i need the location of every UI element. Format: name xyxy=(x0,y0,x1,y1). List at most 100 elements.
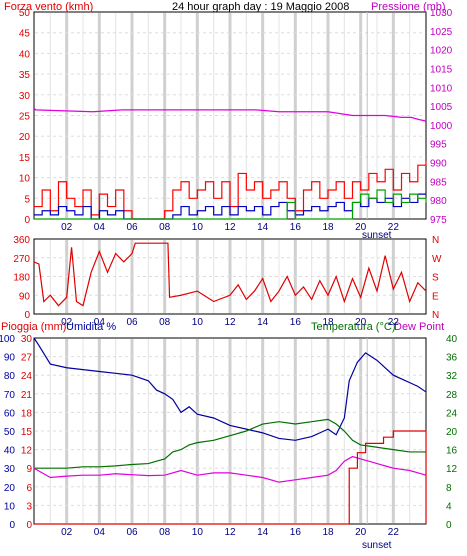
y-tick-wind-30: 30 xyxy=(19,91,31,102)
x-tick-p1-22: 22 xyxy=(388,222,400,233)
y-tick-wind-35: 35 xyxy=(19,70,31,81)
y-tick-compass-4: N xyxy=(432,235,439,246)
y-tick-pressure-975: 975 xyxy=(430,215,447,226)
series-p2-0 xyxy=(33,242,427,307)
y-tick-rain-0: 0 xyxy=(26,520,32,531)
y-tick-temp-4: 4 xyxy=(446,501,452,512)
x-tick-p3-18: 18 xyxy=(322,527,334,538)
humidity-axis-label: Umidita % xyxy=(66,321,116,333)
y-tick-rain-24: 24 xyxy=(21,371,33,382)
y-tick-rain-18: 18 xyxy=(21,408,33,419)
y-tick-pressure-1005: 1005 xyxy=(430,102,453,113)
x-tick-p2-12: 12 xyxy=(224,317,236,328)
x-tick-p2-16: 16 xyxy=(290,317,302,328)
x-tick-p2-10: 10 xyxy=(192,317,204,328)
x-tick-p1-18: 18 xyxy=(322,222,334,233)
y-tick-rain-21: 21 xyxy=(21,390,33,401)
y-tick-wind-15: 15 xyxy=(19,153,31,164)
y-tick-hum-70: 70 xyxy=(4,390,16,401)
x-tick-p1-20: 20 xyxy=(355,222,367,233)
y-tick-compass-0: N xyxy=(432,310,439,321)
y-tick-compass-3: W xyxy=(432,254,442,265)
series-p1-1 xyxy=(34,161,427,220)
y-tick-rain-15: 15 xyxy=(21,427,33,438)
series-p3-0 xyxy=(33,337,427,441)
y-tick-hum-10: 10 xyxy=(4,501,16,512)
y-tick-pressure-980: 980 xyxy=(430,196,447,207)
wind-axis-label: Forza vento (kmh) xyxy=(4,1,93,13)
x-tick-p1-10: 10 xyxy=(192,222,204,233)
series-p1-3 xyxy=(34,189,427,220)
y-tick-rain-6: 6 xyxy=(26,483,32,494)
temperature-axis-label: Temperatura (°C) xyxy=(311,321,395,333)
y-tick-pressure-1025: 1025 xyxy=(430,27,453,38)
y-tick-hum-40: 40 xyxy=(4,446,16,457)
y-tick-temp-0: 0 xyxy=(446,520,452,531)
y-tick-wind-50: 50 xyxy=(19,8,31,19)
x-tick-p1-16: 16 xyxy=(290,222,302,233)
x-tick-p2-18: 18 xyxy=(322,317,334,328)
x-tick-p2-06: 06 xyxy=(126,317,138,328)
y-tick-pressure-1015: 1015 xyxy=(430,64,453,75)
y-tick-hum-50: 50 xyxy=(4,427,16,438)
x-tick-p3-06: 06 xyxy=(126,527,138,538)
x-tick-p2-22: 22 xyxy=(388,317,400,328)
series-p3-3 xyxy=(34,430,427,525)
sunset-label-top: sunset xyxy=(362,230,392,241)
y-tick-dir-90: 90 xyxy=(19,291,31,302)
y-tick-pressure-1010: 1010 xyxy=(430,83,453,94)
y-tick-pressure-1000: 1000 xyxy=(430,121,453,132)
x-tick-p1-08: 08 xyxy=(159,222,171,233)
x-tick-p2-02: 02 xyxy=(61,317,73,328)
y-tick-pressure-990: 990 xyxy=(430,159,447,170)
x-tick-p2-14: 14 xyxy=(257,317,269,328)
x-tick-p2-08: 08 xyxy=(159,317,171,328)
y-tick-temp-32: 32 xyxy=(446,371,458,382)
rain-axis-label: Pioggia (mm) xyxy=(1,321,66,333)
series-p3-1 xyxy=(34,418,426,469)
x-tick-p3-04: 04 xyxy=(94,527,106,538)
x-tick-p3-20: 20 xyxy=(355,527,367,538)
y-tick-compass-1: E xyxy=(432,291,439,302)
x-tick-p2-20: 20 xyxy=(355,317,367,328)
pressure-axis-label: Pressione (mb) xyxy=(371,1,446,13)
y-tick-hum-0: 0 xyxy=(9,520,15,531)
tick-labels: 02 04 06 08 10 12 14 16 18 20 22051015202530354045… xyxy=(0,8,458,538)
y-tick-temp-28: 28 xyxy=(446,390,458,401)
x-tick-p3-08: 08 xyxy=(159,527,171,538)
y-tick-hum-20: 20 xyxy=(4,483,16,494)
y-tick-wind-5: 5 xyxy=(24,194,30,205)
y-tick-temp-36: 36 xyxy=(446,353,458,364)
data-series xyxy=(33,107,427,525)
y-tick-dir-180: 180 xyxy=(13,273,30,284)
y-tick-hum-30: 30 xyxy=(4,464,16,475)
x-tick-p1-14: 14 xyxy=(257,222,269,233)
y-tick-wind-0: 0 xyxy=(24,215,30,226)
x-tick-p2-04: 04 xyxy=(94,317,106,328)
x-tick-p3-12: 12 xyxy=(224,527,236,538)
x-tick-p3-16: 16 xyxy=(290,527,302,538)
x-tick-p3-02: 02 xyxy=(61,527,73,538)
y-tick-dir-0: 0 xyxy=(24,310,30,321)
x-tick-p1-06: 06 xyxy=(126,222,138,233)
y-tick-pressure-985: 985 xyxy=(430,177,447,188)
y-tick-temp-20: 20 xyxy=(446,427,458,438)
y-tick-wind-20: 20 xyxy=(19,132,31,143)
x-tick-p1-12: 12 xyxy=(224,222,236,233)
y-tick-hum-80: 80 xyxy=(4,371,16,382)
x-tick-p3-10: 10 xyxy=(192,527,204,538)
grid-layer xyxy=(35,12,425,524)
y-tick-pressure-1030: 1030 xyxy=(430,8,453,19)
y-tick-hum-60: 60 xyxy=(4,408,16,419)
y-tick-rain-12: 12 xyxy=(21,446,33,457)
y-tick-rain-3: 3 xyxy=(26,501,32,512)
y-tick-dir-270: 270 xyxy=(13,254,30,265)
y-tick-temp-8: 8 xyxy=(446,483,452,494)
y-tick-compass-2: S xyxy=(432,273,439,284)
sunset-label-bottom: sunset xyxy=(362,540,392,551)
y-tick-hum-100: 100 xyxy=(0,334,15,345)
series-p1-0 xyxy=(33,107,427,122)
dewpoint-axis-label: Dew Point xyxy=(394,321,444,333)
y-tick-temp-16: 16 xyxy=(446,446,458,457)
